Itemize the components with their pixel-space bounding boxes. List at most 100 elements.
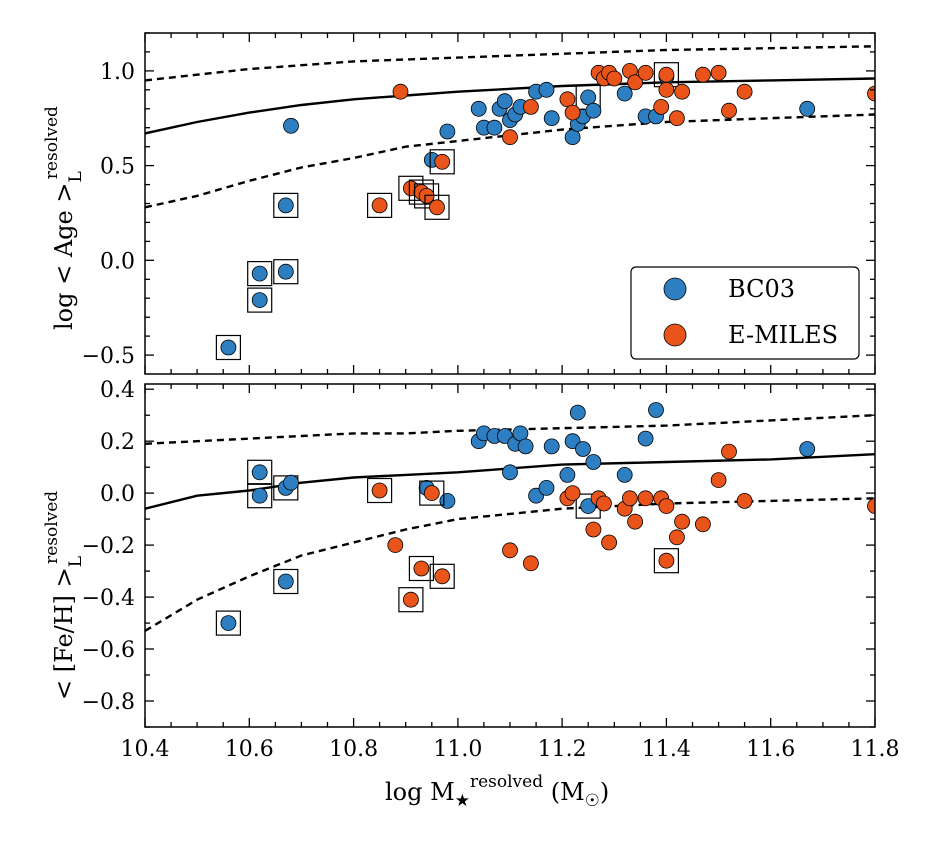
age-emiles-point — [653, 99, 670, 115]
age-emiles-point — [695, 66, 711, 83]
feh-emiles-point — [736, 492, 753, 509]
age-bc03-point — [580, 89, 597, 106]
age-bc03-point — [220, 339, 237, 356]
feh-bc03-flag-box — [215, 610, 241, 636]
feh-bc03-point — [799, 441, 816, 457]
age-bc03-flag-box — [247, 261, 273, 287]
feh-bc03-point — [251, 487, 268, 504]
age-y-axis-label: log < Age >Lresolved — [42, 106, 86, 330]
age-emiles-point — [564, 104, 581, 121]
age-lower-dashed-line — [145, 113, 875, 209]
feh-emiles-flag-box — [419, 480, 445, 506]
age-panel: −0.5 0.0 0.5 1.0 BC03 E-MILES log < Age >Lr… — [42, 32, 876, 375]
age-points — [215, 62, 875, 361]
feh-emiles-point — [523, 555, 539, 572]
age-upper-dashed-line — [145, 45, 875, 82]
feh-bc03-point — [220, 615, 237, 631]
feh-emiles-point — [867, 498, 875, 514]
feh-y-tick-label: 0.2 — [100, 430, 135, 455]
age-bc03-point — [251, 265, 268, 282]
legend-marker-bc03 — [663, 277, 687, 301]
age-emiles-point — [502, 129, 518, 146]
feh-emiles-point — [564, 485, 581, 502]
age-emiles-point — [434, 153, 451, 170]
age-emiles-flag-box — [429, 149, 455, 175]
feh-emiles-point — [627, 513, 643, 530]
feh-panel: −0.8 −0.6 −0.4 −0.2 0.0 0.2 0.4 10.4 10.6 10.8 11.… — [42, 378, 899, 811]
legend-label-bc03: BC03 — [728, 275, 795, 303]
age-y-tick-label: 0.5 — [100, 155, 135, 180]
age-emiles-point — [392, 83, 409, 100]
age-emiles-point — [523, 99, 539, 115]
feh-y-tick-label: −0.6 — [82, 638, 135, 663]
feh-emiles-point — [585, 521, 602, 538]
feh-emiles-point — [502, 542, 518, 559]
feh-y-axis-label: < [Fe/H] >Lresolved — [42, 491, 86, 700]
feh-bc03-point — [277, 573, 294, 590]
feh-bc03-point — [569, 404, 586, 421]
feh-y-tick-label: −0.4 — [82, 586, 135, 611]
legend-label-emiles: E-MILES — [728, 321, 838, 349]
age-bc03-point — [496, 93, 513, 110]
age-emiles-point — [658, 66, 675, 83]
age-y-tick-label: 0.0 — [100, 249, 135, 274]
age-emiles-point — [637, 64, 654, 81]
feh-ticks: −0.8 −0.6 −0.4 −0.2 0.0 0.2 0.4 10.4 10.6 10.8 11.… — [82, 378, 900, 762]
age-bc03-flag-box — [215, 334, 241, 361]
feh-emiles-flag-box — [398, 587, 424, 613]
feh-emiles-point — [658, 498, 675, 515]
feh-emiles-point — [423, 485, 440, 502]
feh-emiles-point — [669, 529, 685, 546]
age-emiles-point — [606, 70, 623, 87]
age-emiles-point — [674, 83, 690, 100]
age-emiles-point — [721, 102, 737, 119]
feh-emiles-point — [596, 495, 612, 512]
feh-emiles-flag-box — [653, 548, 680, 574]
age-y-tick-label: −0.5 — [82, 344, 135, 369]
age-bc03-point — [799, 100, 816, 117]
feh-bc03-point — [559, 466, 576, 483]
feh-upper-dashed-line — [145, 414, 875, 445]
age-bc03-point — [585, 102, 602, 119]
feh-bc03-point — [575, 441, 591, 457]
feh-lower-dashed-line — [145, 497, 875, 632]
feh-median-line — [145, 453, 875, 510]
x-tick-label: 10.6 — [225, 737, 274, 762]
age-bc03-flag-box — [247, 287, 273, 313]
age-ticks: −0.5 0.0 0.5 1.0 — [82, 32, 876, 374]
age-bc03-point — [439, 123, 456, 140]
feh-bc03-point — [517, 438, 534, 455]
feh-emiles-point — [695, 516, 711, 533]
feh-bc03-point — [251, 464, 268, 481]
feh-bc03-flag-box — [247, 483, 273, 509]
feh-emiles-point — [434, 568, 451, 585]
x-tick-label: 11.0 — [433, 737, 482, 762]
legend-marker-emiles — [663, 323, 687, 347]
age-emiles-point — [429, 199, 445, 216]
x-tick-label: 11.6 — [746, 737, 795, 762]
feh-bc03-point — [439, 492, 456, 509]
age-bc03-point — [251, 292, 268, 309]
feh-emiles-flag-box — [408, 555, 434, 582]
feh-emiles-point — [601, 534, 617, 551]
feh-y-tick-label: −0.8 — [82, 690, 135, 715]
feh-bc03-point — [648, 402, 664, 418]
feh-emiles-flag-box — [367, 477, 393, 504]
age-emiles-point — [710, 64, 727, 81]
feh-bc03-point — [543, 438, 560, 455]
feh-emiles-point — [622, 490, 638, 507]
age-bc03-flag-box — [273, 192, 299, 218]
x-axis-label: log M★resolved (M☉) — [385, 772, 609, 811]
age-emiles-point — [627, 74, 643, 91]
age-emiles-flag-box — [424, 194, 450, 220]
x-tick-label: 11.2 — [538, 737, 587, 762]
x-tick-label: 11.8 — [851, 737, 900, 762]
age-bc03-flag-box — [273, 259, 299, 285]
age-bc03-point — [538, 81, 555, 98]
age-legend: BC03 E-MILES — [630, 266, 860, 360]
feh-emiles-point — [413, 560, 430, 577]
age-emiles-point — [371, 197, 388, 214]
feh-emiles-point — [637, 490, 654, 507]
legend-box — [630, 266, 860, 360]
